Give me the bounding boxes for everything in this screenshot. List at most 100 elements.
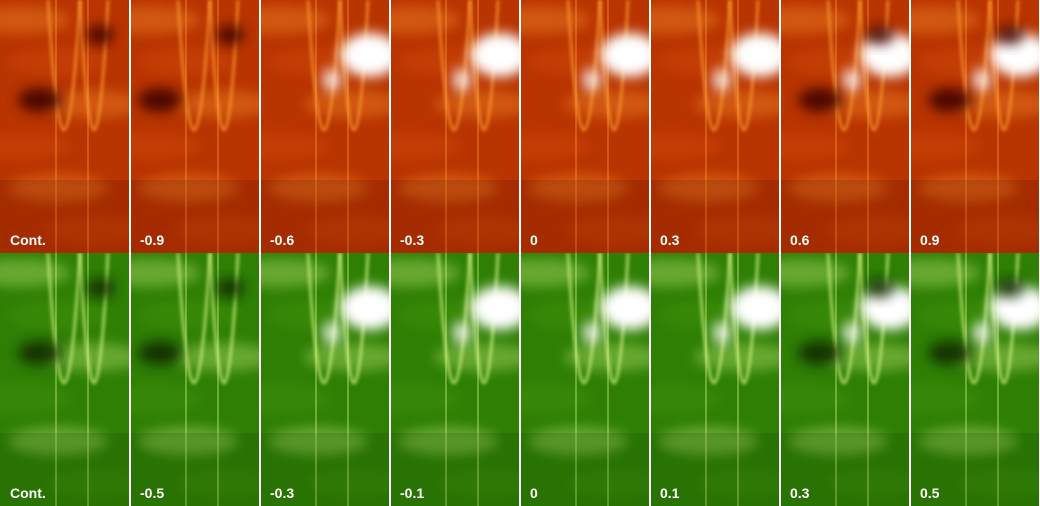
texture (650, 385, 721, 413)
panel (520, 253, 649, 506)
texture (8, 174, 108, 202)
texture (658, 427, 758, 455)
bright-region (600, 286, 649, 330)
texture (955, 216, 1039, 244)
texture (650, 259, 720, 287)
panel (650, 253, 779, 506)
streak (826, 253, 862, 385)
texture (268, 174, 368, 202)
texture (305, 216, 389, 244)
dark-region (86, 278, 114, 298)
texture (260, 259, 330, 287)
shade (780, 180, 909, 253)
dark-region (86, 25, 114, 45)
texture (45, 216, 129, 244)
texture (780, 132, 851, 160)
dark-region (798, 88, 842, 112)
dark-region (866, 278, 894, 298)
texture (138, 427, 238, 455)
texture (825, 469, 909, 497)
dark-region (996, 278, 1024, 298)
panel (130, 253, 259, 506)
texture (0, 385, 71, 413)
texture (137, 301, 237, 329)
texture (650, 6, 720, 34)
bright-region (972, 68, 992, 92)
panel-label: -0.5 (140, 485, 164, 501)
streak (306, 0, 342, 132)
texture (175, 216, 259, 244)
texture (918, 427, 1018, 455)
texture (520, 385, 591, 413)
panel-label: 0.9 (920, 232, 940, 248)
bright-region (990, 33, 1039, 77)
panel-label: 0.6 (790, 232, 810, 248)
panel (650, 0, 779, 253)
shade (0, 433, 129, 506)
texture (780, 385, 851, 413)
streak (566, 253, 602, 385)
texture (268, 427, 368, 455)
texture (910, 259, 980, 287)
texture (788, 174, 888, 202)
shade (130, 180, 259, 253)
bright-region (600, 33, 649, 77)
dark-region (138, 88, 182, 112)
streak (566, 0, 602, 132)
panel (780, 253, 909, 506)
bright-region (322, 321, 342, 345)
texture (658, 174, 758, 202)
streak (306, 253, 342, 385)
texture (138, 174, 238, 202)
bright-region (470, 33, 519, 77)
panel-label: 0.1 (660, 485, 680, 501)
panel (260, 0, 389, 253)
bright-region (452, 68, 472, 92)
texture (528, 427, 628, 455)
panel-label: -0.3 (270, 485, 294, 501)
dark-region (866, 25, 894, 45)
separator (909, 0, 911, 506)
shade (910, 180, 1039, 253)
panel-label: 0.3 (790, 485, 810, 501)
shade (780, 433, 909, 506)
bright-region (842, 321, 862, 345)
shade (130, 433, 259, 506)
bright-region (972, 321, 992, 345)
panel-label: Cont. (10, 232, 46, 248)
texture (520, 259, 590, 287)
bright-region (860, 33, 909, 77)
panel (0, 0, 129, 253)
panel (260, 253, 389, 506)
texture (130, 385, 201, 413)
texture (7, 301, 107, 329)
shade (260, 180, 389, 253)
separator (129, 0, 131, 506)
texture (390, 132, 461, 160)
separator (649, 0, 651, 506)
dark-region (928, 88, 972, 112)
streak (46, 253, 82, 385)
panel-label: Cont. (10, 485, 46, 501)
separator (389, 0, 391, 506)
panel (390, 253, 519, 506)
panel-label: -0.1 (400, 485, 424, 501)
texture (130, 6, 200, 34)
bright-region (322, 68, 342, 92)
streak (956, 253, 992, 385)
texture (260, 6, 330, 34)
streak (696, 0, 732, 132)
panel-label: -0.3 (400, 232, 424, 248)
streak (176, 253, 212, 385)
streak (956, 0, 992, 132)
bright-region (470, 286, 519, 330)
separator (779, 0, 781, 506)
texture (780, 6, 850, 34)
panel (130, 0, 259, 253)
texture (398, 427, 498, 455)
shade (650, 180, 779, 253)
panel (910, 253, 1039, 506)
texture (565, 469, 649, 497)
dark-region (996, 25, 1024, 45)
panel-label: 0 (530, 232, 538, 248)
